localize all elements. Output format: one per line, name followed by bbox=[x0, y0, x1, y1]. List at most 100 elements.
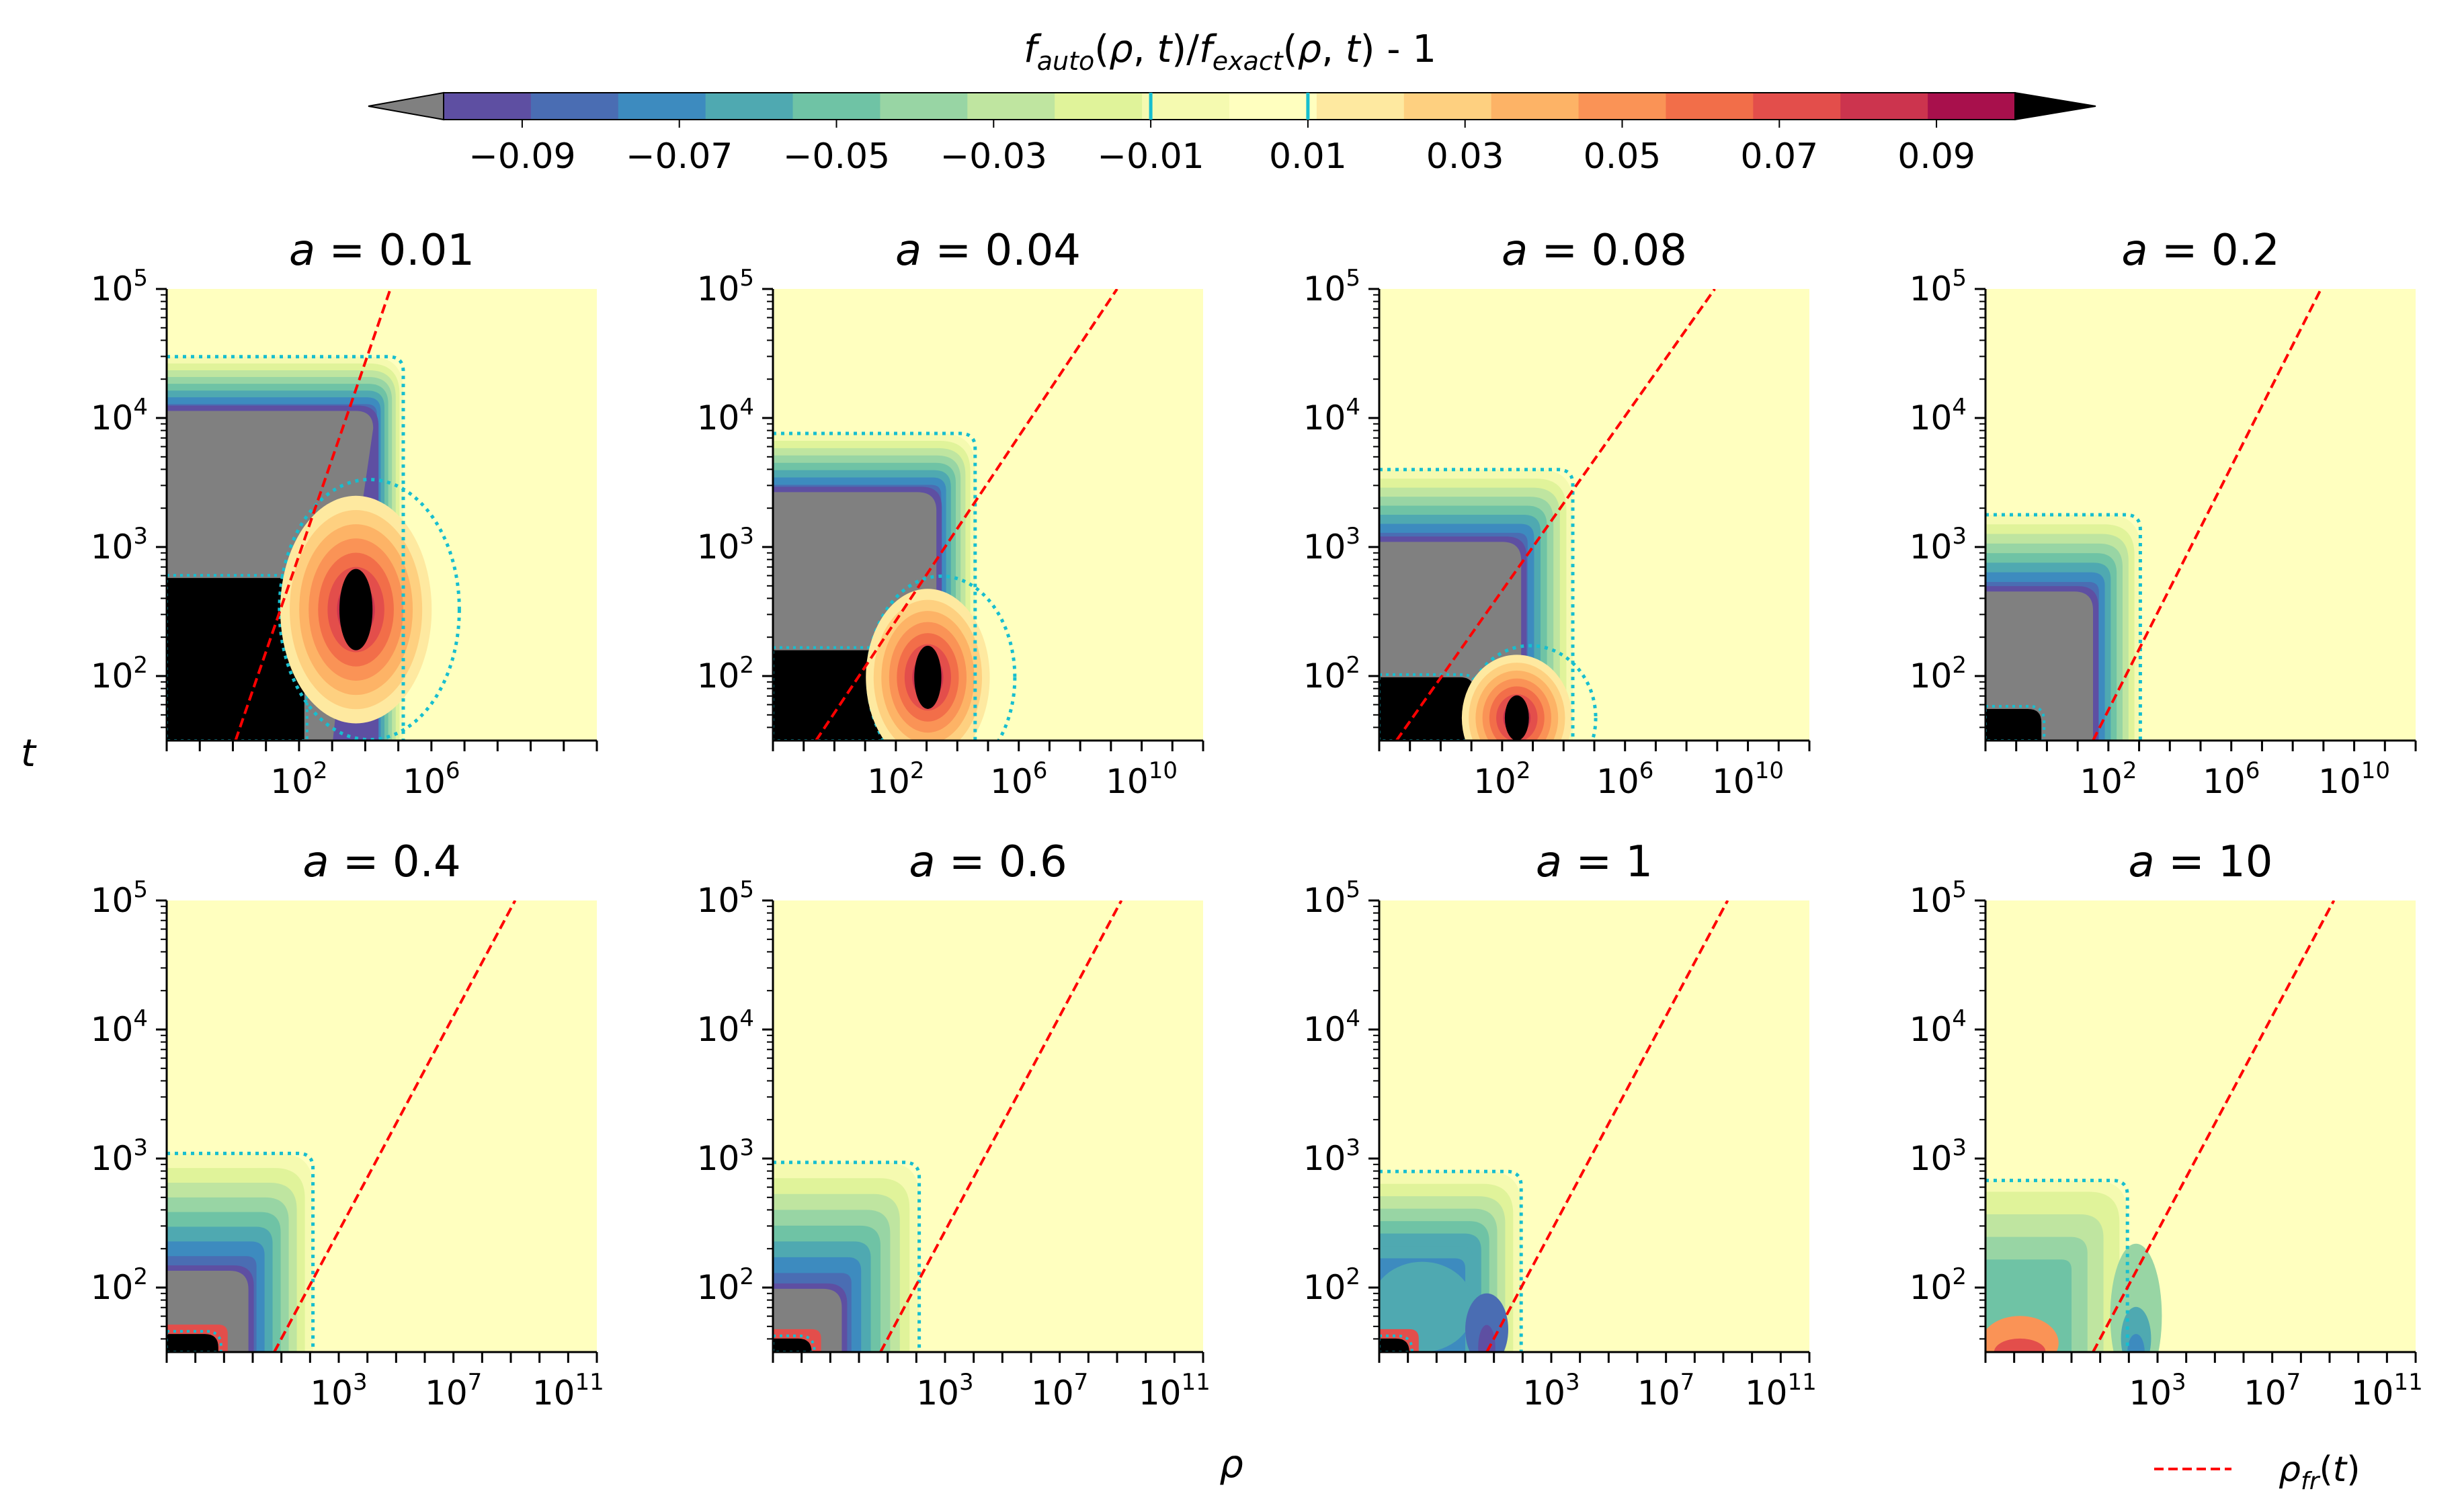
y-tick-label: 103 bbox=[1910, 1134, 1967, 1178]
x-tick-label: 1011 bbox=[2351, 1369, 2423, 1413]
contour-line bbox=[167, 1330, 222, 1352]
plot-area bbox=[1985, 289, 2416, 741]
y-tick-label: 105 bbox=[697, 876, 754, 920]
colorbar-bin bbox=[1491, 93, 1580, 120]
subplot-panel: a = 1 102 103 104 105 103 107 1011 bbox=[1303, 837, 1817, 1413]
colorbar-bin bbox=[444, 93, 532, 120]
x-tick-label: 102 bbox=[270, 757, 327, 801]
y-tick-label: 103 bbox=[91, 1134, 148, 1178]
colorbar-bin bbox=[618, 93, 706, 120]
contour-band bbox=[2121, 1306, 2151, 1352]
y-tick-label: 102 bbox=[1303, 652, 1360, 696]
colorbar: −0.09 −0.07 −0.05 −0.03 −0.01 0.01 0.03 0.05 0.0… bbox=[368, 91, 2096, 177]
contour-line bbox=[1463, 644, 1598, 741]
plot-area bbox=[1379, 289, 1809, 741]
colorbar-bin bbox=[1403, 93, 1492, 120]
rho-fr-line bbox=[273, 900, 517, 1352]
subplot-panel: a = 0.6 102 103 104 105 103 107 1011 bbox=[697, 837, 1211, 1413]
colorbar-over-extend bbox=[2014, 91, 2096, 121]
y-tick-label: 104 bbox=[1303, 1005, 1360, 1049]
subplot-title: a = 0.04 bbox=[895, 226, 1081, 276]
subplot-panel: a = 0.2 102 103 104 105 102 106 1010 bbox=[1910, 226, 2417, 801]
contour-line bbox=[1985, 513, 2142, 741]
y-tick-label: 104 bbox=[697, 1005, 754, 1049]
x-axis-label: ρ bbox=[1219, 1443, 1243, 1486]
y-tick-label: 102 bbox=[1910, 1263, 1967, 1307]
subplot-title: a = 0.6 bbox=[909, 837, 1067, 887]
colorbar-bin bbox=[1578, 93, 1667, 120]
x-tick-label: 1010 bbox=[1712, 757, 1784, 801]
y-tick-label: 104 bbox=[91, 394, 148, 437]
plot-area bbox=[1379, 900, 1809, 1352]
x-tick-label: 1011 bbox=[1745, 1369, 1817, 1413]
x-tick-label: 102 bbox=[1473, 757, 1530, 801]
colorbar-tick-label: −0.07 bbox=[626, 136, 733, 177]
x-tick-label: 106 bbox=[1596, 757, 1653, 801]
y-tick-label: 103 bbox=[697, 523, 754, 566]
contour-line bbox=[773, 1334, 816, 1352]
x-tick-label: 1011 bbox=[1139, 1369, 1211, 1413]
colorbar-bin bbox=[1753, 93, 1841, 120]
colorbar-bin bbox=[1928, 93, 2016, 120]
y-tick-label: 102 bbox=[1303, 1263, 1360, 1307]
colorbar-bin bbox=[530, 93, 619, 120]
x-tick-label: 106 bbox=[990, 757, 1047, 801]
x-tick-label: 103 bbox=[916, 1369, 973, 1413]
x-tick-label: 107 bbox=[1031, 1369, 1088, 1413]
x-tick-label: 106 bbox=[403, 757, 460, 801]
colorbar-under-extend bbox=[368, 91, 444, 121]
over-range-region bbox=[1504, 695, 1529, 741]
y-tick-label: 105 bbox=[697, 265, 754, 308]
over-range-region bbox=[167, 578, 304, 741]
over-range-region bbox=[167, 1334, 218, 1352]
contour-band bbox=[1478, 1325, 1495, 1352]
contour-band bbox=[1465, 1293, 1508, 1352]
colorbar-bin bbox=[705, 93, 794, 120]
y-tick-label: 105 bbox=[1910, 265, 1967, 308]
subplot-panel: a = 0.04 102 103 104 105 102 106 1010 bbox=[697, 226, 1204, 801]
under-range-region bbox=[1985, 591, 2093, 741]
colorbar-tick-label: 0.03 bbox=[1426, 136, 1504, 177]
x-tick-label: 107 bbox=[425, 1369, 482, 1413]
over-range-region bbox=[1379, 677, 1474, 741]
over-range-region bbox=[773, 650, 885, 741]
y-tick-label: 102 bbox=[91, 652, 148, 696]
colorbar-bin bbox=[880, 93, 968, 120]
x-tick-label: 103 bbox=[2129, 1369, 2186, 1413]
y-tick-label: 103 bbox=[1910, 523, 1967, 566]
x-tick-label: 107 bbox=[1637, 1369, 1694, 1413]
subplot-title: a = 0.08 bbox=[1502, 226, 1687, 276]
y-tick-label: 103 bbox=[1303, 523, 1360, 566]
contour-line bbox=[1985, 704, 2046, 741]
y-tick-label: 103 bbox=[1303, 1134, 1360, 1178]
over-range-region bbox=[914, 645, 942, 709]
subplot-title: a = 0.2 bbox=[2121, 226, 2279, 276]
rho-fr-line bbox=[1395, 289, 1716, 741]
over-range-region bbox=[339, 569, 373, 650]
x-tick-label: 102 bbox=[2080, 757, 2137, 801]
colorbar-tick-label: −0.03 bbox=[940, 136, 1047, 177]
x-tick-label: 1010 bbox=[2318, 757, 2390, 801]
y-tick-label: 104 bbox=[1910, 394, 1967, 437]
subplot-panel: a = 10 102 103 104 105 103 107 1011 bbox=[1910, 837, 2423, 1413]
colorbar-tick-label: 0.05 bbox=[1584, 136, 1662, 177]
colorbar-bin bbox=[1055, 93, 1143, 120]
plot-area bbox=[167, 900, 597, 1352]
y-tick-label: 103 bbox=[697, 1134, 754, 1178]
contour-line bbox=[167, 1151, 315, 1352]
y-tick-label: 105 bbox=[1303, 265, 1360, 308]
contour-line bbox=[773, 431, 977, 741]
y-tick-label: 105 bbox=[91, 265, 148, 308]
contour-line bbox=[278, 478, 461, 741]
x-tick-label: 107 bbox=[2244, 1369, 2301, 1413]
x-tick-label: 1011 bbox=[532, 1369, 604, 1413]
colorbar-bin bbox=[792, 93, 881, 120]
colorbar-tick-label: −0.05 bbox=[783, 136, 890, 177]
contour-line bbox=[773, 1161, 921, 1352]
y-tick-label: 104 bbox=[91, 1005, 148, 1049]
colorbar-frame bbox=[443, 92, 2016, 120]
colorbar-tick-label: 0.01 bbox=[1269, 136, 1347, 177]
plot-area bbox=[773, 900, 1203, 1352]
colorbar-tick-label: 0.07 bbox=[1740, 136, 1818, 177]
subplot-panel: a = 0.01 102 103 104 105 102 106 bbox=[91, 226, 598, 801]
